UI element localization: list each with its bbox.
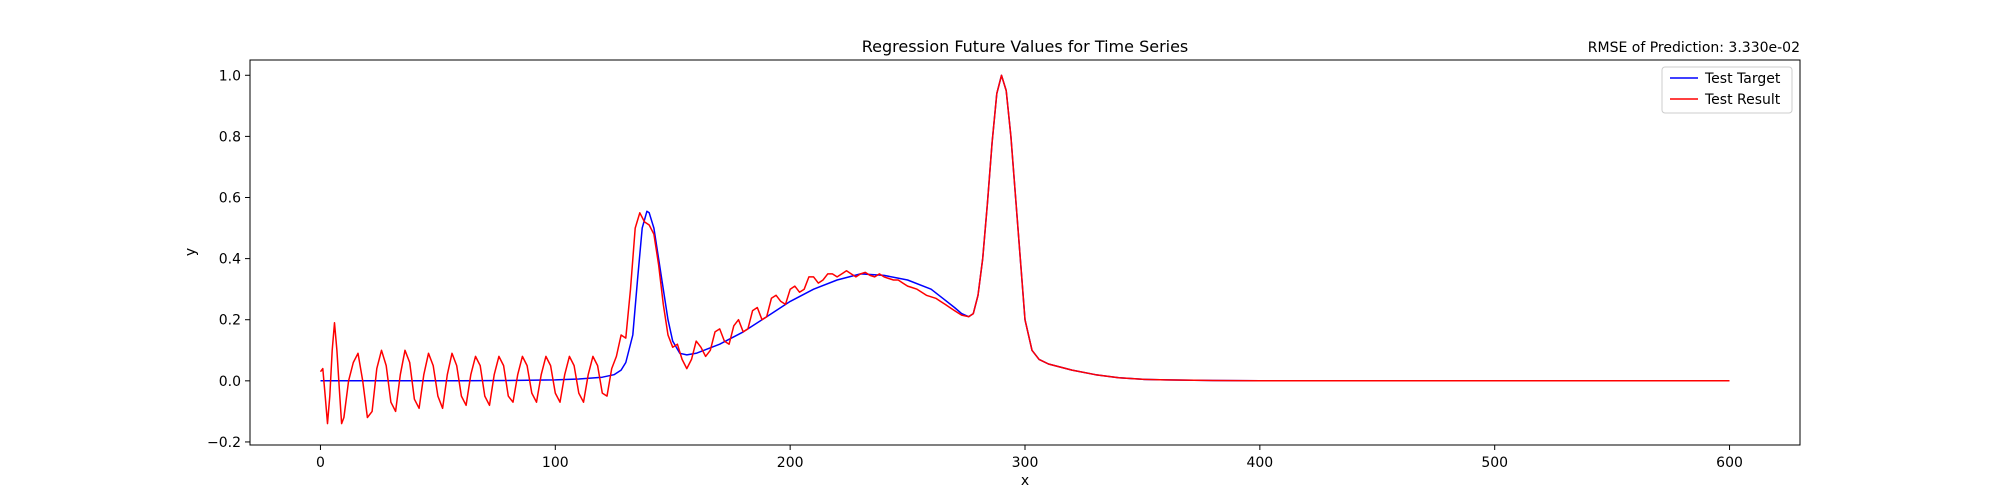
x-tick-label: 500 — [1481, 455, 1508, 471]
series-line-test-result — [319, 74, 1730, 425]
y-tick-label: 0.6 — [219, 191, 241, 207]
rmse-annotation: RMSE of Prediction: 3.330e-02 — [1588, 40, 1800, 56]
legend: Test Target Test Result — [1661, 66, 1793, 114]
x-tick-label: 0 — [316, 455, 325, 471]
y-tick-label: 0.8 — [219, 129, 241, 145]
y-axis-label: y — [183, 248, 199, 256]
x-tick-label: 400 — [1246, 455, 1273, 471]
x-axis-label: x — [1021, 473, 1029, 489]
chart-title: Regression Future Values for Time Series — [862, 37, 1189, 56]
y-tick-label: −0.2 — [207, 435, 241, 451]
legend-label-test-target: Test Target — [1704, 71, 1781, 87]
x-tick-label: 300 — [1012, 455, 1039, 471]
y-tick-label: 0.4 — [219, 252, 241, 268]
y-tick-label: 0.2 — [219, 313, 241, 329]
legend-label-test-result: Test Result — [1704, 92, 1781, 108]
x-tick-label: 600 — [1716, 455, 1743, 471]
x-tick-label: 200 — [777, 455, 804, 471]
x-tick-label: 100 — [542, 455, 569, 471]
y-tick-label: 1.0 — [219, 68, 241, 84]
y-tick-label: 0.0 — [219, 374, 241, 390]
